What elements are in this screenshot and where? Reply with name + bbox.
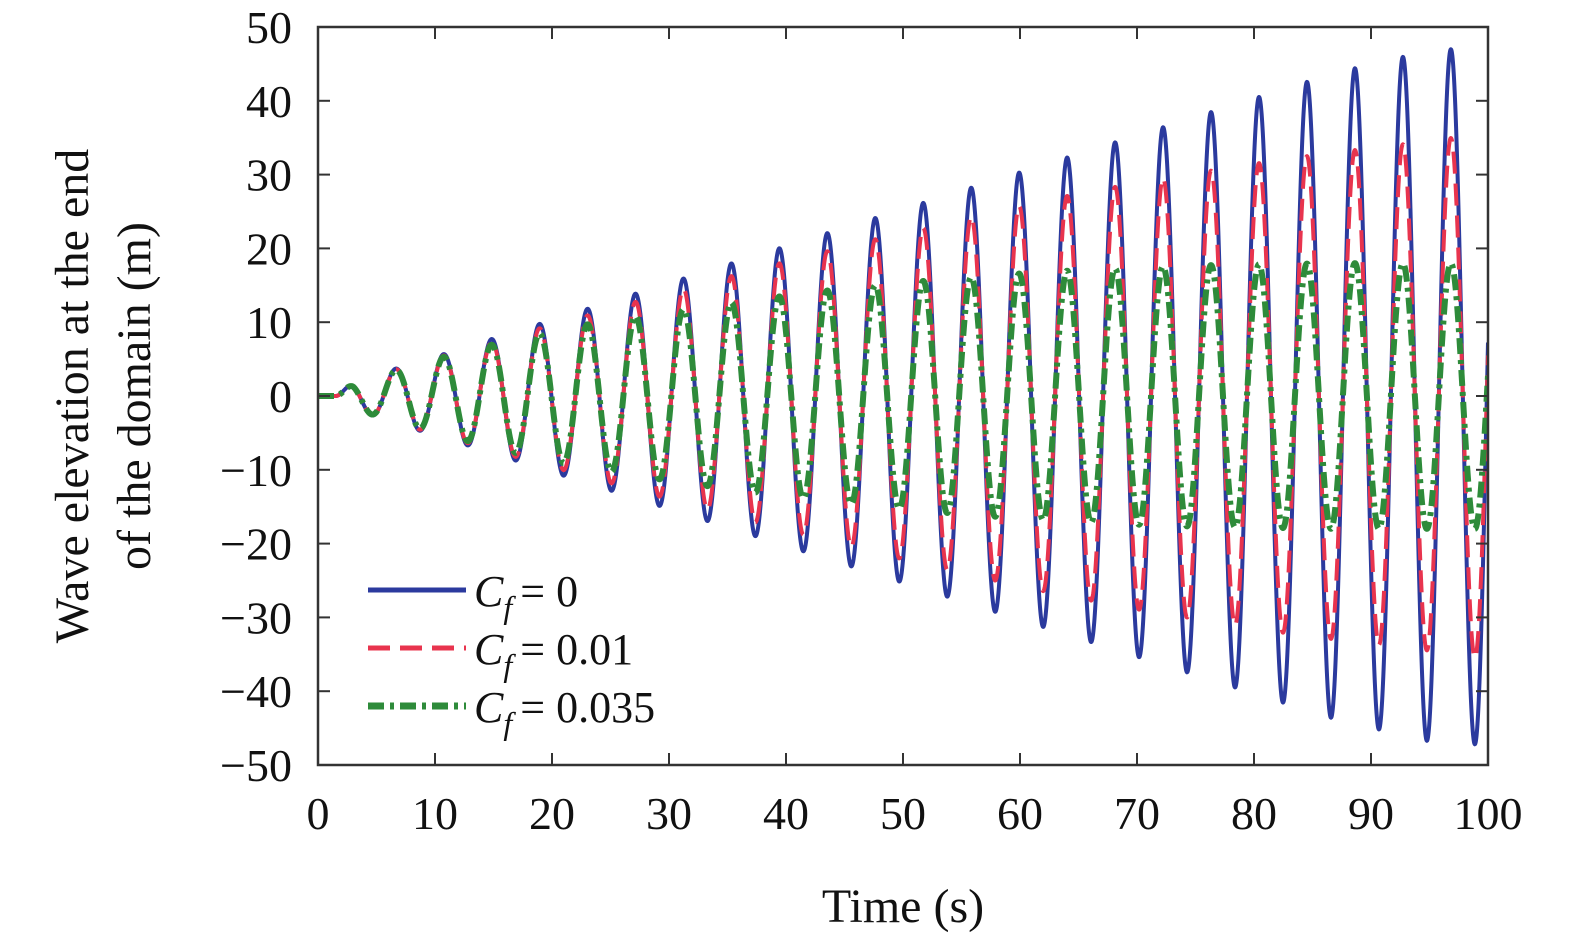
x-tick-label: 60	[997, 788, 1043, 839]
y-tick-label: −30	[220, 592, 292, 643]
x-tick-label: 90	[1348, 788, 1394, 839]
y-tick-label: −50	[220, 740, 292, 791]
x-tick-label: 40	[763, 788, 809, 839]
x-tick-label: 70	[1114, 788, 1160, 839]
y-axis-title-line-1: Wave elevation at the end	[46, 149, 99, 644]
y-tick-label: 40	[246, 76, 292, 127]
legend-label-3: Cf = 0.035	[474, 683, 655, 741]
x-tick-label: 0	[307, 788, 330, 839]
y-tick-label: 20	[246, 223, 292, 274]
y-axis-title-line-2: of the domain (m)	[108, 222, 161, 570]
y-tick-label: 30	[246, 150, 292, 201]
y-tick-label: −20	[220, 519, 292, 570]
x-tick-label: 100	[1454, 788, 1523, 839]
x-tick-label: 20	[529, 788, 575, 839]
tick-layer: 0 10 20 30 40 50 60 70 80 90 10050403020100−10−20−…	[220, 2, 1522, 839]
y-tick-label: 0	[269, 371, 292, 422]
series-line-3	[318, 260, 1488, 532]
series-layer	[318, 47, 1488, 747]
y-tick-label: 10	[246, 297, 292, 348]
x-tick-label: 30	[646, 788, 692, 839]
x-tick-label: 80	[1231, 788, 1277, 839]
x-axis-title: Time (s)	[822, 880, 984, 933]
y-tick-label: 50	[246, 2, 292, 53]
legend-label-2: Cf = 0.01	[474, 625, 633, 683]
y-axis-title: Wave elevation at the end of the domain …	[46, 149, 161, 644]
y-tick-label: −40	[220, 666, 292, 717]
x-tick-label: 10	[412, 788, 458, 839]
y-tick-label: −10	[220, 445, 292, 496]
x-tick-label: 50	[880, 788, 926, 839]
